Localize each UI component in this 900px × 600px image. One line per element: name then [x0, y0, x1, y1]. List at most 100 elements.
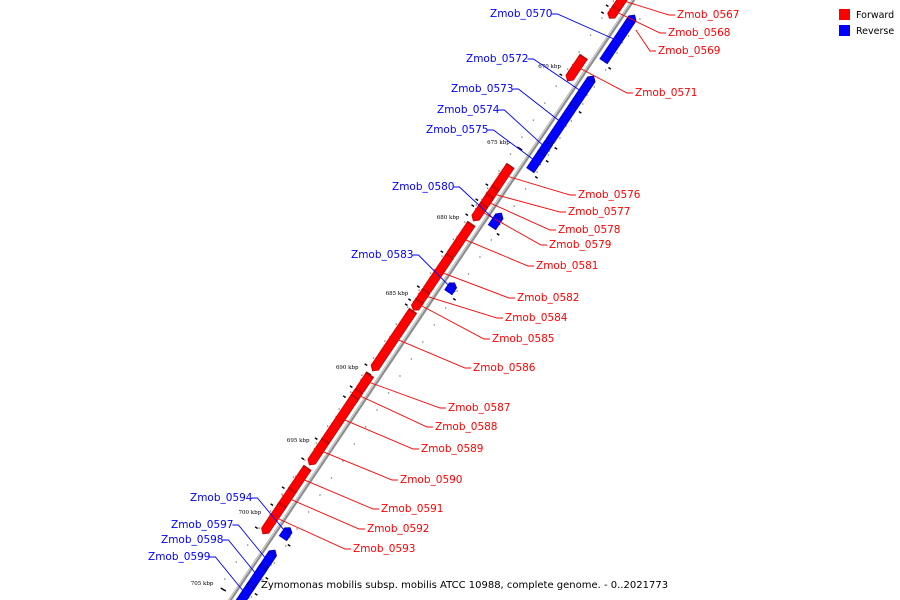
kbp-tick-label: 680 kbp: [437, 215, 460, 221]
gene-label-zmob-0568[interactable]: Zmob_0568: [668, 27, 730, 39]
gene-end-tick: [465, 213, 469, 217]
gene-label-zmob-0581[interactable]: Zmob_0581: [536, 260, 598, 272]
gene-label-zmob-0580[interactable]: Zmob_0580: [392, 181, 454, 193]
gene-leader-line: [571, 63, 633, 94]
gene-end-tick: [559, 73, 563, 77]
scale-dot: [490, 239, 493, 241]
gene-label-zmob-0579[interactable]: Zmob_0579: [549, 239, 611, 251]
gene-feature-shade: [302, 465, 312, 472]
gene-label-zmob-0572[interactable]: Zmob_0572: [466, 53, 528, 65]
gene-label-zmob-0598[interactable]: Zmob_0598: [161, 534, 223, 546]
gene-label-zmob-0574[interactable]: Zmob_0574: [437, 104, 500, 116]
scale-dot: [349, 391, 352, 393]
gene-label-zmob-0577[interactable]: Zmob_0577: [568, 206, 630, 218]
gene-end-tick: [496, 232, 500, 236]
scale-dot: [387, 392, 390, 394]
scale-dot: [247, 544, 249, 546]
gene-label-zmob-0599[interactable]: Zmob_0599: [148, 551, 210, 563]
gene-feature-zmob-0570[interactable]: [599, 14, 637, 65]
scale-dot: [612, 0, 615, 2]
scale-dot: [616, 52, 618, 54]
gene-label-zmob-0575[interactable]: Zmob_0575: [426, 124, 488, 136]
gene-leader-line: [512, 88, 567, 127]
gene-label-zmob-0586[interactable]: Zmob_0586: [473, 362, 536, 374]
scale-dot: [445, 307, 447, 309]
scale-dot: [601, 17, 603, 19]
scale-dot: [498, 170, 500, 172]
gene-label-zmob-0569[interactable]: Zmob_0569: [658, 45, 720, 57]
gene-leader-line: [222, 539, 262, 581]
scale-dot: [567, 68, 569, 70]
legend-reverse-swatch: [839, 25, 850, 36]
gene-leader-line: [412, 300, 490, 340]
gene-leader-line: [498, 109, 550, 152]
gene-end-tick: [342, 395, 347, 399]
gene-label-zmob-0590[interactable]: Zmob_0590: [400, 474, 462, 486]
gene-leader-line: [527, 58, 588, 96]
gene-end-tick: [545, 159, 549, 163]
genome-axis: [227, 0, 636, 600]
gene-feature-shade: [490, 185, 500, 192]
gene-feature-shade: [544, 139, 553, 147]
scale-dot: [258, 527, 260, 529]
gene-end-tick: [534, 175, 539, 179]
scale-dot: [487, 187, 489, 189]
gene-label-zmob-0589[interactable]: Zmob_0589: [421, 443, 483, 455]
gene-label-zmob-0573[interactable]: Zmob_0573: [451, 83, 513, 95]
gene-feature-zmob-0571[interactable]: [565, 53, 588, 82]
gene-label-zmob-0585[interactable]: Zmob_0585: [492, 333, 554, 345]
gene-label-zmob-0576[interactable]: Zmob_0576: [578, 189, 641, 201]
gene-feature-shade: [246, 582, 256, 590]
gene-label-zmob-0594[interactable]: Zmob_0594: [190, 492, 253, 504]
scale-dot: [513, 205, 515, 207]
scale-dot: [250, 596, 253, 598]
gene-label-zmob-0570[interactable]: Zmob_0570: [490, 8, 552, 20]
kbp-tick-label: 700 kbp: [238, 510, 261, 516]
gene-label-zmob-0592[interactable]: Zmob_0592: [367, 523, 429, 535]
kbp-tick-label: 695 kbp: [287, 438, 310, 444]
gene-label-zmob-0571[interactable]: Zmob_0571: [635, 87, 697, 99]
scale-dot: [262, 579, 264, 581]
scale-dot: [479, 256, 481, 258]
scale-dot: [407, 306, 409, 308]
scale-dot: [627, 35, 630, 37]
kbp-tick-label: 675 kbp: [487, 140, 510, 146]
scale-dot: [269, 510, 272, 512]
gene-leader-line: [351, 391, 433, 428]
kbp-tick-label: 690 kbp: [336, 365, 359, 371]
gene-end-tick: [471, 204, 475, 208]
gene-end-tick: [578, 110, 582, 114]
gene-end-tick: [281, 486, 285, 490]
gene-leader-line: [498, 173, 576, 196]
gene-end-tick: [287, 543, 291, 547]
gene-label-zmob-0597[interactable]: Zmob_0597: [171, 519, 233, 531]
gene-label-zmob-0593[interactable]: Zmob_0593: [353, 543, 415, 555]
gene-label-zmob-0578[interactable]: Zmob_0578: [558, 224, 620, 236]
gene-label-zmob-0583[interactable]: Zmob_0583: [351, 249, 413, 261]
gene-label-zmob-0587[interactable]: Zmob_0587: [448, 402, 510, 414]
legend-forward-label: Forward: [856, 10, 894, 21]
gene-leader-line: [619, 0, 675, 16]
gene-leader-line: [635, 29, 656, 52]
gene-label-zmob-0591[interactable]: Zmob_0591: [381, 503, 443, 515]
gene-leader-line: [485, 191, 566, 213]
gene-end-tick: [608, 66, 612, 70]
gene-end-tick: [452, 297, 457, 301]
scale-dot: [544, 102, 546, 104]
gene-end-tick: [440, 250, 444, 254]
scale-dot: [441, 255, 443, 257]
gene-feature-zmob-0586[interactable]: [370, 307, 418, 372]
gene-label-zmob-0582[interactable]: Zmob_0582: [517, 292, 579, 304]
gene-leader-line: [360, 378, 446, 409]
gene-end-tick: [485, 183, 489, 187]
gene-label-zmob-0567[interactable]: Zmob_0567: [677, 9, 739, 21]
gene-leader-line: [313, 447, 398, 481]
gene-leader-line: [232, 524, 272, 566]
gene-label-zmob-0584[interactable]: Zmob_0584: [505, 312, 568, 324]
scale-dot: [304, 459, 306, 461]
gene-label-zmob-0588[interactable]: Zmob_0588: [435, 421, 497, 433]
gene-leader-line: [551, 13, 623, 44]
scale-dot: [467, 273, 470, 275]
kbp-tick: [220, 587, 227, 592]
